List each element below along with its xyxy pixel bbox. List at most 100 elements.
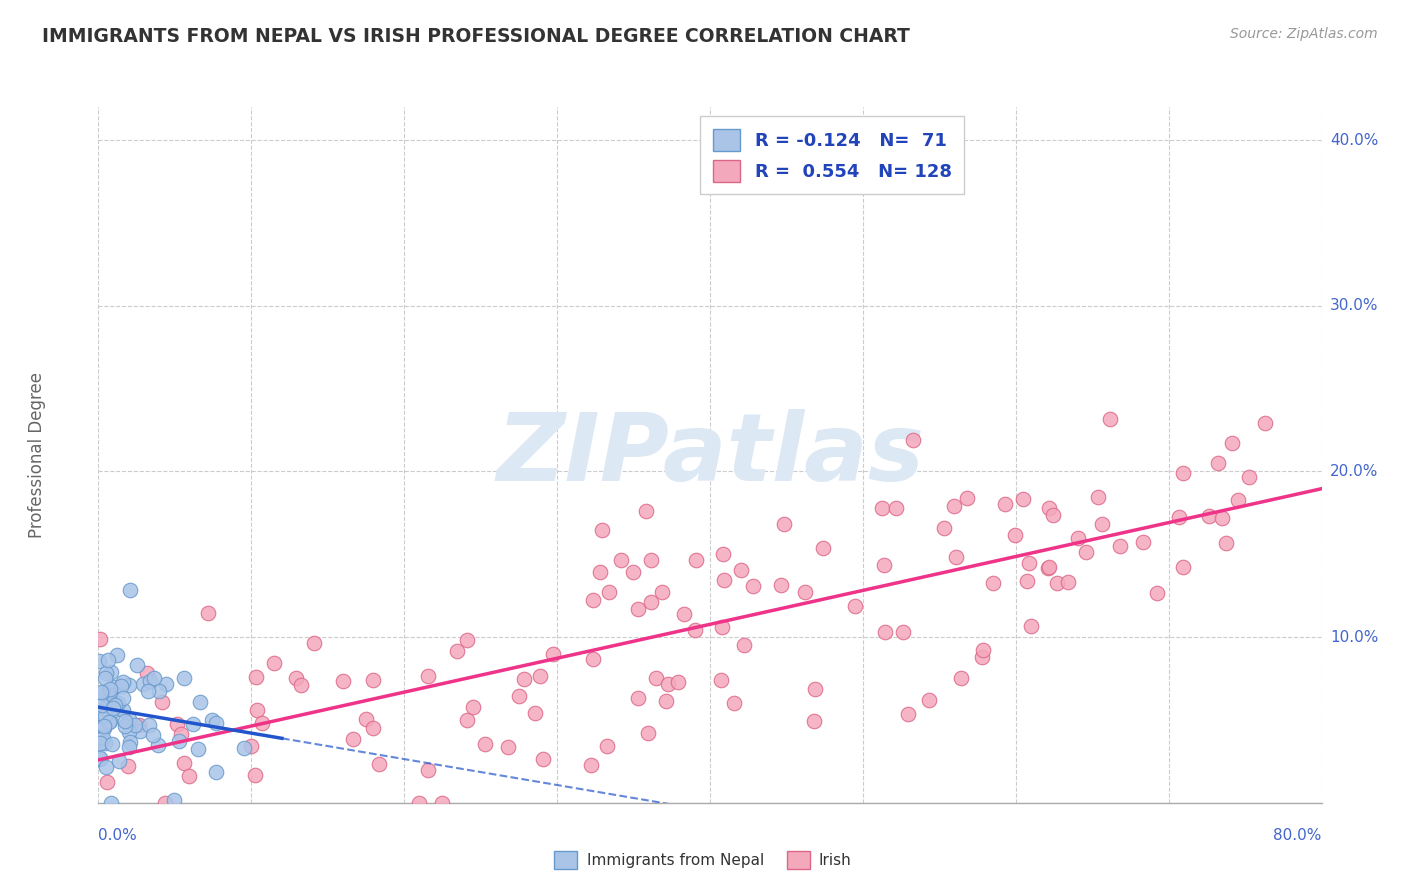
Point [148,684,170,698]
Point [591,524,613,538]
Point [1046,576,1069,591]
Point [1018,556,1040,570]
Point [173,671,195,685]
Point [181,717,204,731]
Point [302,635,325,649]
Point [508,689,530,703]
Point [155,677,177,691]
Point [637,726,659,740]
Point [139,674,162,689]
Point [114,714,136,728]
Point [93,721,115,735]
Point [173,756,195,770]
Point [1168,510,1191,524]
Point [711,547,734,561]
Text: 40.0%: 40.0% [1330,133,1378,148]
Point [1173,560,1195,574]
Point [640,595,662,609]
Point [1038,561,1060,575]
Point [128,723,150,738]
Text: 30.0%: 30.0% [1330,298,1378,313]
Text: ZIPatlas: ZIPatlas [496,409,924,501]
Point [89,632,111,646]
Point [529,669,551,683]
Point [1011,492,1033,507]
Point [167,734,190,748]
Point [1171,466,1194,480]
Point [163,793,186,807]
Point [496,739,519,754]
Point [93,719,115,733]
Point [142,728,165,742]
Point [98,715,121,730]
Text: IMMIGRANTS FROM NEPAL VS IRISH PROFESSIONAL DEGREE CORRELATION CHART: IMMIGRANTS FROM NEPAL VS IRISH PROFESSIO… [42,27,910,45]
Point [284,671,307,685]
Point [94,665,117,680]
Point [666,674,689,689]
Point [634,504,657,518]
Point [114,719,136,733]
Point [103,700,125,714]
Point [118,678,141,692]
Point [128,717,150,731]
Point [197,607,219,621]
Point [640,552,662,566]
Point [98,688,121,702]
Point [110,679,132,693]
Point [884,501,907,516]
Text: 80.0%: 80.0% [1274,828,1322,843]
Point [112,675,135,690]
Point [897,706,920,721]
Point [1067,531,1090,545]
Point [205,764,228,779]
Point [90,705,112,719]
Point [100,690,122,705]
Point [107,648,129,662]
Point [138,717,160,731]
Point [531,752,554,766]
Point [89,736,111,750]
Point [205,715,228,730]
Legend: R = -0.124   N=  71, R =  0.554   N= 128: R = -0.124 N= 71, R = 0.554 N= 128 [700,116,965,194]
Point [523,706,546,720]
Point [93,731,115,746]
Point [1056,575,1078,590]
Point [100,737,122,751]
Text: 10.0%: 10.0% [1330,630,1378,645]
Point [118,735,141,749]
Point [418,763,440,777]
Point [124,718,146,732]
Point [361,721,384,735]
Point [150,695,173,709]
Point [1211,511,1233,525]
Text: 0.0%: 0.0% [98,828,138,843]
Point [96,688,118,702]
Point [711,620,734,634]
Point [598,585,620,599]
Point [582,651,605,665]
Point [588,565,610,579]
Point [188,695,211,709]
Point [1091,516,1114,531]
Point [89,752,111,766]
Point [803,681,825,696]
Point [90,685,112,699]
Point [474,737,496,751]
Point [117,725,139,739]
Point [108,755,131,769]
Point [741,579,763,593]
Point [201,713,224,727]
Text: Source: ZipAtlas.com: Source: ZipAtlas.com [1230,27,1378,41]
Point [918,693,941,707]
Point [456,714,478,728]
Point [342,731,364,746]
Point [93,671,115,685]
Point [243,768,266,782]
Point [813,541,835,555]
Point [685,553,707,567]
Point [94,701,117,715]
Point [627,602,650,616]
Point [166,717,188,731]
Point [733,638,755,652]
Point [710,673,733,688]
